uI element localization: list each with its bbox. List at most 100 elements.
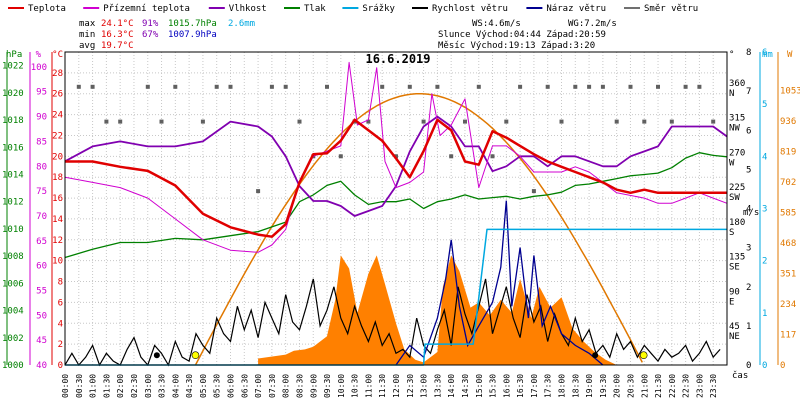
wind-direction-mark: [504, 119, 509, 124]
dir-tick: 315: [729, 114, 745, 124]
hpa-tick: 1010: [2, 225, 24, 235]
time-tick: 22:00: [668, 374, 677, 398]
time-tick: 04:30: [185, 374, 194, 398]
dir-tick: 135: [729, 253, 745, 263]
mm-axis-label: mm: [762, 50, 773, 60]
stat-rain-total: 2.6mm: [228, 19, 255, 29]
temp-tick: 4: [58, 319, 63, 329]
time-tick: 20:30: [626, 374, 635, 398]
series-Teplota: [65, 118, 727, 238]
time-tick: 00:30: [75, 374, 84, 398]
legend-label-6: Náraz větru: [546, 4, 606, 14]
ms-tick: 1: [746, 322, 751, 332]
wind-direction-mark: [325, 84, 329, 89]
time-tick: 15:30: [489, 374, 498, 398]
dir-axis-label: °: [729, 50, 734, 60]
ms-axis-label: m/s: [743, 208, 759, 218]
time-tick: 20:00: [613, 374, 622, 398]
dir-tick: 270: [729, 148, 745, 158]
time-tick: 02:00: [116, 374, 125, 398]
temp-tick: 22: [52, 131, 63, 141]
wind-direction-mark: [394, 154, 398, 159]
radiation-area: [258, 255, 617, 365]
dir-tick: 360: [729, 79, 745, 89]
pct-tick: 70: [36, 212, 47, 222]
mm-tick: 1: [762, 309, 767, 319]
wind-direction-mark: [435, 84, 440, 89]
wind-direction-mark: [545, 84, 550, 89]
wind-direction-mark: [297, 119, 302, 124]
stat-sun: Slunce Východ:04:44 Západ:20:59: [438, 30, 606, 40]
hpa-tick: 1022: [2, 62, 24, 72]
dir-compass: NW: [729, 124, 740, 134]
time-tick: 17:30: [544, 374, 553, 398]
time-tick: 07:00: [254, 374, 263, 398]
time-tick: 23:00: [695, 374, 704, 398]
temp-tick: 2: [58, 340, 63, 350]
wind-direction-mark: [380, 84, 385, 89]
wind-direction-mark: [200, 119, 205, 124]
wind-direction-mark: [711, 119, 716, 124]
dir-tick: 45: [729, 322, 740, 332]
series-Vlhkost: [64, 115, 728, 217]
legend-label-4: Srážky: [362, 4, 395, 14]
temp-tick: 20: [52, 152, 63, 162]
wind-direction-mark: [118, 119, 123, 124]
temp-axis-label: °C: [52, 50, 63, 60]
wind-direction-mark: [614, 119, 619, 124]
wind-gust-line: [395, 200, 604, 366]
temp-tick: 14: [52, 215, 63, 225]
dir-compass: E: [729, 297, 734, 307]
wind-direction-mark: [76, 84, 81, 89]
mm-tick: 3: [762, 205, 767, 215]
x-axis-label: čas: [732, 370, 748, 381]
pct-tick: 50: [36, 311, 47, 321]
stat-max-label: max: [79, 19, 96, 29]
wind-direction-mark: [214, 84, 219, 89]
wind-direction-mark: [256, 189, 261, 194]
wm2-tick: 351: [780, 269, 796, 279]
pct-tick: 65: [36, 237, 47, 247]
time-tick: 04:00: [171, 374, 180, 398]
wm2-axis-label: W: [787, 50, 793, 60]
legend-label-7: Směr větru: [644, 4, 698, 14]
pct-tick: 80: [36, 162, 47, 172]
time-tick: 06:00: [227, 374, 236, 398]
moonset-marker: [153, 352, 160, 359]
legend-label-2: Vlhkost: [229, 4, 267, 14]
dir-compass: N: [729, 89, 734, 99]
wind-direction-mark: [587, 84, 592, 89]
wind-direction-mark: [283, 84, 288, 89]
time-tick: 02:30: [130, 374, 139, 398]
chart-title: 16.6.2019: [365, 52, 430, 66]
ms-tick: 0: [746, 361, 751, 371]
wind-direction-mark: [683, 84, 688, 89]
temp-tick: 24: [52, 111, 63, 121]
wind-direction-mark: [269, 84, 274, 89]
temp-tick: 8: [58, 278, 63, 288]
wind-direction-mark: [518, 84, 523, 89]
dir-compass: SW: [729, 193, 740, 203]
time-tick: 00:00: [61, 374, 70, 398]
pct-tick: 55: [36, 286, 47, 296]
time-tick: 01:30: [102, 374, 111, 398]
dir-compass: S: [729, 228, 734, 238]
pct-tick: 40: [36, 361, 47, 371]
stat-wg: WG:7.2m/s: [568, 19, 617, 29]
sunset-marker: [639, 351, 648, 360]
hpa-tick: 1016: [2, 143, 24, 153]
time-tick: 01:00: [89, 374, 98, 398]
dir-tick: 180: [729, 218, 745, 228]
temp-tick: 0: [58, 361, 63, 371]
sunrise-marker: [191, 351, 200, 360]
wm2-tick: 234: [780, 300, 796, 310]
stat-moon: Měsíc Východ:19:13 Západ:3:20: [438, 41, 595, 51]
mm-tick: 2: [762, 257, 767, 267]
hpa-tick: 1000: [2, 361, 24, 371]
wind-direction-mark: [104, 119, 109, 124]
time-tick: 05:00: [199, 374, 208, 398]
wind-direction-mark: [366, 119, 371, 124]
time-tick: 13:00: [420, 374, 429, 398]
time-tick: 14:00: [447, 374, 456, 398]
temp-tick: 28: [52, 69, 63, 79]
